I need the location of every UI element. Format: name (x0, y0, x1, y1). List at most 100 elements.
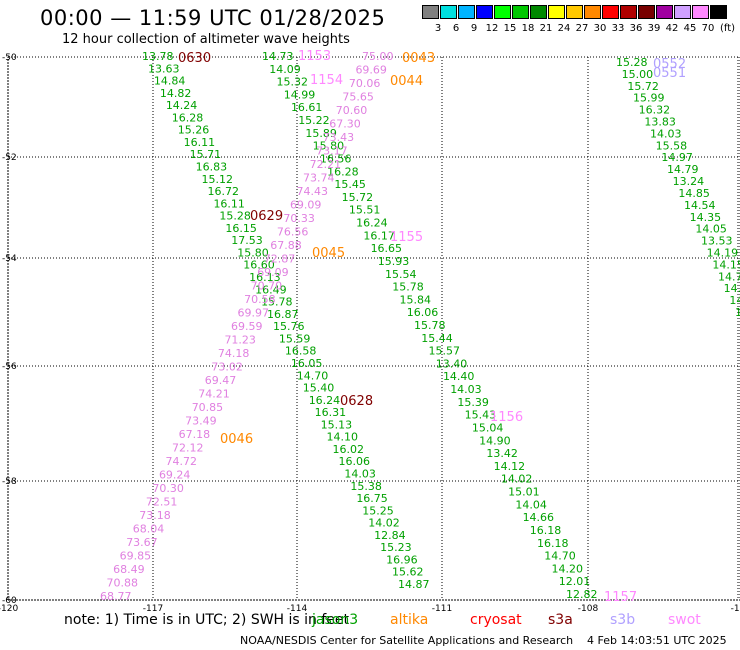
scale-swatch (656, 5, 673, 19)
swh-value-d: 14.19 (707, 246, 739, 259)
page-subtitle: 12 hour collection of altimeter wave hei… (62, 32, 350, 47)
legend-satellite-cryosat: cryosat (470, 612, 522, 628)
swh-value-b: 15.84 (400, 293, 432, 306)
swh-value-b: 15.22 (298, 114, 330, 127)
swh-value-a: 14.03 (344, 467, 376, 480)
scale-label: 30 (593, 23, 607, 34)
scale-swatch (602, 5, 619, 19)
swh-value-c: 70.30 (152, 482, 184, 495)
scale-swatch (458, 5, 475, 19)
lon-label: -120 (0, 604, 18, 614)
swh-value-a: 16.60 (243, 259, 274, 272)
swh-value-c: 70.70 (251, 280, 283, 293)
swh-value-a: 16.58 (285, 345, 317, 358)
swh-value-a: 16.06 (338, 455, 370, 468)
swh-value-c: 70.58 (244, 293, 276, 306)
swh-value-b: 14.12 (494, 460, 525, 473)
swh-value-d: 14.03 (650, 127, 682, 140)
swh-value-c: 72.51 (146, 496, 178, 509)
swh-value-c: 73.18 (139, 509, 171, 522)
scale-label: 18 (521, 23, 535, 34)
scale-swatch (512, 5, 529, 19)
scale-swatch (566, 5, 583, 19)
swh-value-b: 14.02 (501, 473, 533, 486)
scale-swatch (548, 5, 565, 19)
swh-value-a: 16.11 (213, 197, 245, 210)
legend-satellite-swot: swot (668, 612, 701, 628)
swh-value-a: 16.24 (309, 394, 341, 407)
swh-value-b: 15.44 (421, 332, 453, 345)
swh-value-d: 14.5 (724, 282, 740, 295)
swh-value-b: 14.70 (544, 550, 576, 563)
swh-value-a: 14.24 (166, 99, 198, 112)
swh-value-c: 73.67 (126, 536, 158, 549)
swh-value-a: 13.78 (142, 50, 174, 63)
swh-value-c: 69.97 (238, 307, 269, 320)
swh-value-d: 15.58 (656, 139, 688, 152)
swh-value-a: 16.83 (196, 161, 228, 174)
swh-value-a: 16.02 (333, 443, 365, 456)
lat-label: -60 (2, 596, 17, 606)
swh-value-c: 74.43 (297, 185, 329, 198)
scale-label: 15 (503, 23, 517, 34)
swh-value-b: 16.18 (530, 524, 562, 537)
track-id-label: 1157 (604, 590, 637, 605)
swh-value-c: 69.09 (290, 199, 322, 212)
swh-value-b: 16.65 (371, 242, 403, 255)
swh-value-b: 15.54 (385, 268, 417, 281)
swh-value-a: 15.28 (219, 210, 251, 223)
swh-value-d: 14.70 (718, 270, 740, 283)
swh-value-d: 14.35 (690, 211, 722, 224)
swh-value-b: 14.03 (450, 383, 482, 396)
scale-swatch (620, 5, 637, 19)
scale-unit: (ft) (720, 23, 736, 34)
swh-value-c: 69.85 (120, 550, 151, 563)
swh-value-a: 15.62 (392, 566, 424, 579)
swh-value-b: 16.17 (363, 229, 395, 242)
generated-timestamp: 4 Feb 14:03:51 UTC 2025 (587, 634, 727, 647)
swh-value-a: 16.72 (207, 185, 239, 198)
swh-value-b: 14.04 (515, 498, 547, 511)
swh-value-a: 15.23 (380, 541, 412, 554)
scale-label: 45 (683, 23, 697, 34)
track-id-label: 0043 (402, 51, 435, 66)
swh-value-a: 14.82 (160, 87, 192, 100)
swh-value-d: 14.54 (684, 199, 716, 212)
swh-value-a: 16.87 (267, 308, 299, 321)
swh-value-b: 15.04 (472, 421, 504, 434)
legend-satellite-s3b: s3b (610, 612, 636, 628)
scale-label: 70 (701, 23, 715, 34)
swh-value-a: 15.76 (273, 320, 305, 333)
scale-swatch (422, 5, 439, 19)
swh-value-a: 16.11 (184, 136, 216, 149)
scale-label: 3 (434, 23, 442, 34)
swh-value-c: 75.65 (342, 91, 374, 104)
lon-label: -10 (731, 604, 740, 614)
swh-value-c: 69.47 (205, 374, 237, 387)
swh-value-d: 13.83 (644, 116, 676, 129)
swh-value-b: 14.40 (443, 370, 475, 383)
scale-label: 33 (611, 23, 625, 34)
swh-value-b: 14.90 (479, 434, 511, 447)
track-id-label: 0044 (390, 74, 423, 89)
lat-label: -58 (2, 477, 17, 487)
swh-value-c: 74.18 (218, 347, 250, 360)
swh-value-a: 17.53 (231, 234, 262, 247)
swh-value-b: 13.40 (436, 357, 468, 370)
legend-satellite-altika: altika (390, 612, 429, 628)
swh-value-d: 14.2 (729, 294, 740, 307)
swh-value-c: 69.24 (159, 469, 191, 482)
scale-swatch (584, 5, 601, 19)
swh-value-a: 14.02 (368, 517, 400, 530)
swh-value-a: 12.84 (374, 529, 406, 542)
swh-value-b: 12.82 (566, 588, 598, 601)
swh-value-c: 67.88 (270, 239, 302, 252)
track-id-label: 0551 (653, 66, 686, 81)
swh-value-b: 16.56 (320, 152, 352, 165)
swh-value-b: 15.43 (465, 409, 497, 422)
swh-value-a: 15.59 (279, 332, 311, 345)
swh-value-c: 72.21 (310, 158, 342, 171)
track-id-label: 1153 (298, 49, 331, 64)
swh-value-a: 15.71 (190, 148, 222, 161)
